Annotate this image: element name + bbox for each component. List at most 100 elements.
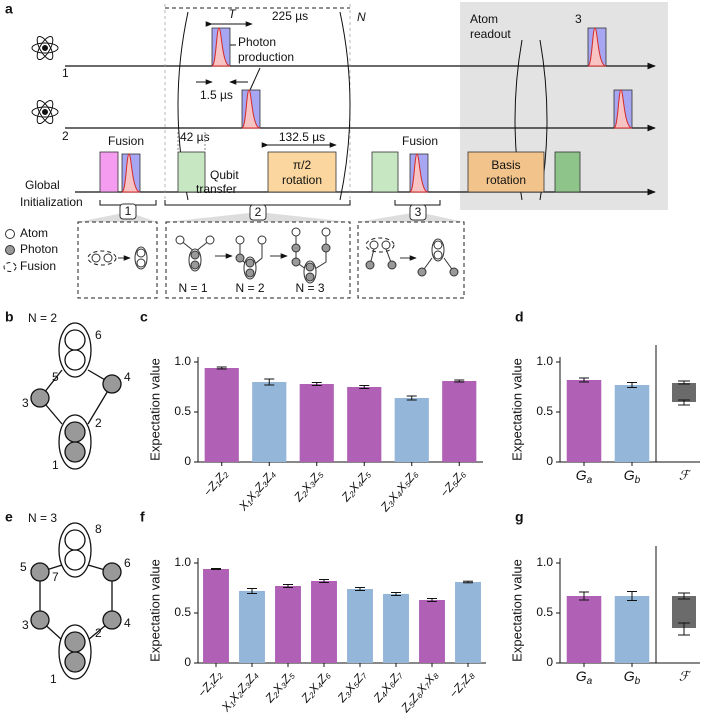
panel-label: g <box>515 509 524 525</box>
repeat-label: 3 <box>575 12 582 26</box>
x-tick-label: ℱ <box>679 668 692 683</box>
x-tick-label: X₁X₂Z₃Z₄ <box>218 668 261 715</box>
x-tick-label: Z₃X₄X₅Z₆ <box>377 467 421 515</box>
init-pulse <box>99 151 119 193</box>
label-sub: a <box>587 676 593 687</box>
fidelity-box <box>672 383 696 402</box>
bar <box>239 591 265 663</box>
y-axis-label: Expectation value <box>147 358 162 461</box>
annotation: π/2 <box>293 158 312 172</box>
node-label: 6 <box>124 556 131 570</box>
panel-label: f <box>140 509 145 525</box>
bar <box>299 384 334 462</box>
row-label: Initialization <box>20 195 83 209</box>
label-base: G <box>624 467 635 483</box>
bar <box>252 382 287 462</box>
label-sub: a <box>587 475 593 486</box>
x-tick-label: Z₂X₃Z₅ <box>262 668 297 706</box>
node-label: 1 <box>50 672 57 686</box>
annotation: Photon <box>238 35 276 49</box>
annotation: readout <box>470 27 511 41</box>
node-label: 6 <box>95 328 102 342</box>
basis-pulse <box>467 151 545 193</box>
annotation: Qubit <box>210 168 239 182</box>
panel-a: a 1 2 225 µs N T Photon production 1.5 µ… <box>3 1 668 299</box>
node-label: 3 <box>22 396 29 410</box>
step-n: N = 3 <box>295 281 324 295</box>
y-tick-label: 0 <box>184 655 191 669</box>
label-base: G <box>624 668 635 684</box>
node-label: 2 <box>95 416 102 430</box>
annotation: production <box>238 50 294 64</box>
bar <box>383 594 409 663</box>
bar <box>614 596 650 663</box>
x-tick-label: Z₂X₃Z₅ <box>290 467 325 505</box>
pulse <box>409 153 429 193</box>
x-tick-label: −Z₇Z₈ <box>446 668 477 701</box>
panel-label: d <box>515 309 524 325</box>
bar <box>614 385 650 462</box>
step-panel <box>357 221 465 299</box>
y-tick-label: 0.5 <box>536 404 553 418</box>
y-tick-label: 1.0 <box>174 354 191 368</box>
step-n: N = 1 <box>178 281 207 295</box>
panel-e <box>30 522 122 680</box>
transfer-pulse <box>371 151 399 193</box>
x-tick-label: Gb <box>624 668 641 687</box>
x-tick-label: Z₂X₄Z₅ <box>338 467 373 505</box>
step-label: 3 <box>415 205 422 219</box>
node-label: 2 <box>95 626 102 640</box>
y-tick-label: 1.0 <box>536 354 553 368</box>
legend-fusion <box>3 262 17 272</box>
step-fan <box>78 212 157 222</box>
duration: 42 µs <box>180 130 210 144</box>
y-tick-label: 0 <box>546 454 553 468</box>
pulse <box>241 89 261 129</box>
legend-atom <box>5 229 15 239</box>
transfer-pulse <box>554 151 581 193</box>
y-tick-label: 0 <box>184 454 191 468</box>
annotation: Basis <box>491 158 520 172</box>
atom-icon <box>31 35 59 125</box>
legend-label: Photon <box>20 242 58 256</box>
annotation: Atom <box>470 12 498 26</box>
y-axis-label: Expectation value <box>509 358 524 461</box>
panel-title: N = 3 <box>28 511 57 525</box>
annotation: rotation <box>282 173 322 187</box>
rotation-pulse <box>267 151 337 193</box>
pulse <box>211 27 231 67</box>
node-label: 5 <box>52 370 59 384</box>
legend-label: Atom <box>20 226 48 240</box>
pulse <box>613 89 633 129</box>
node-label: 3 <box>22 618 29 632</box>
growth-sketch <box>175 227 331 284</box>
x-tick-label: −Z₅Z₆ <box>437 467 468 500</box>
bar <box>442 381 477 462</box>
node-label: 7 <box>52 570 59 584</box>
label-base: G <box>576 467 587 483</box>
fusion-sketch <box>87 246 148 270</box>
x-tick-label: ℱ <box>679 467 692 482</box>
bar <box>566 596 602 663</box>
x-tick-label: Ga <box>576 467 593 486</box>
label-sub: b <box>635 676 641 687</box>
step-n: N = 2 <box>235 281 264 295</box>
step-box <box>249 204 267 221</box>
panel-label: c <box>140 309 148 325</box>
annotation: rotation <box>486 173 526 187</box>
node-label: 4 <box>124 370 131 384</box>
panel-label: a <box>5 1 13 17</box>
node-label: 5 <box>20 560 27 574</box>
step-box <box>409 204 427 221</box>
duration: 132.5 µs <box>279 130 325 144</box>
y-axis-label: Expectation value <box>147 559 162 662</box>
pulse-width: 1.5 µs <box>200 88 233 102</box>
y-tick-label: 0.5 <box>174 404 191 418</box>
step-box <box>119 203 137 220</box>
node-label: 1 <box>52 458 59 472</box>
bar <box>419 600 445 663</box>
panel-title: N = 2 <box>28 311 57 325</box>
label-sub: b <box>635 475 641 486</box>
y-tick-label: 0 <box>546 655 553 669</box>
